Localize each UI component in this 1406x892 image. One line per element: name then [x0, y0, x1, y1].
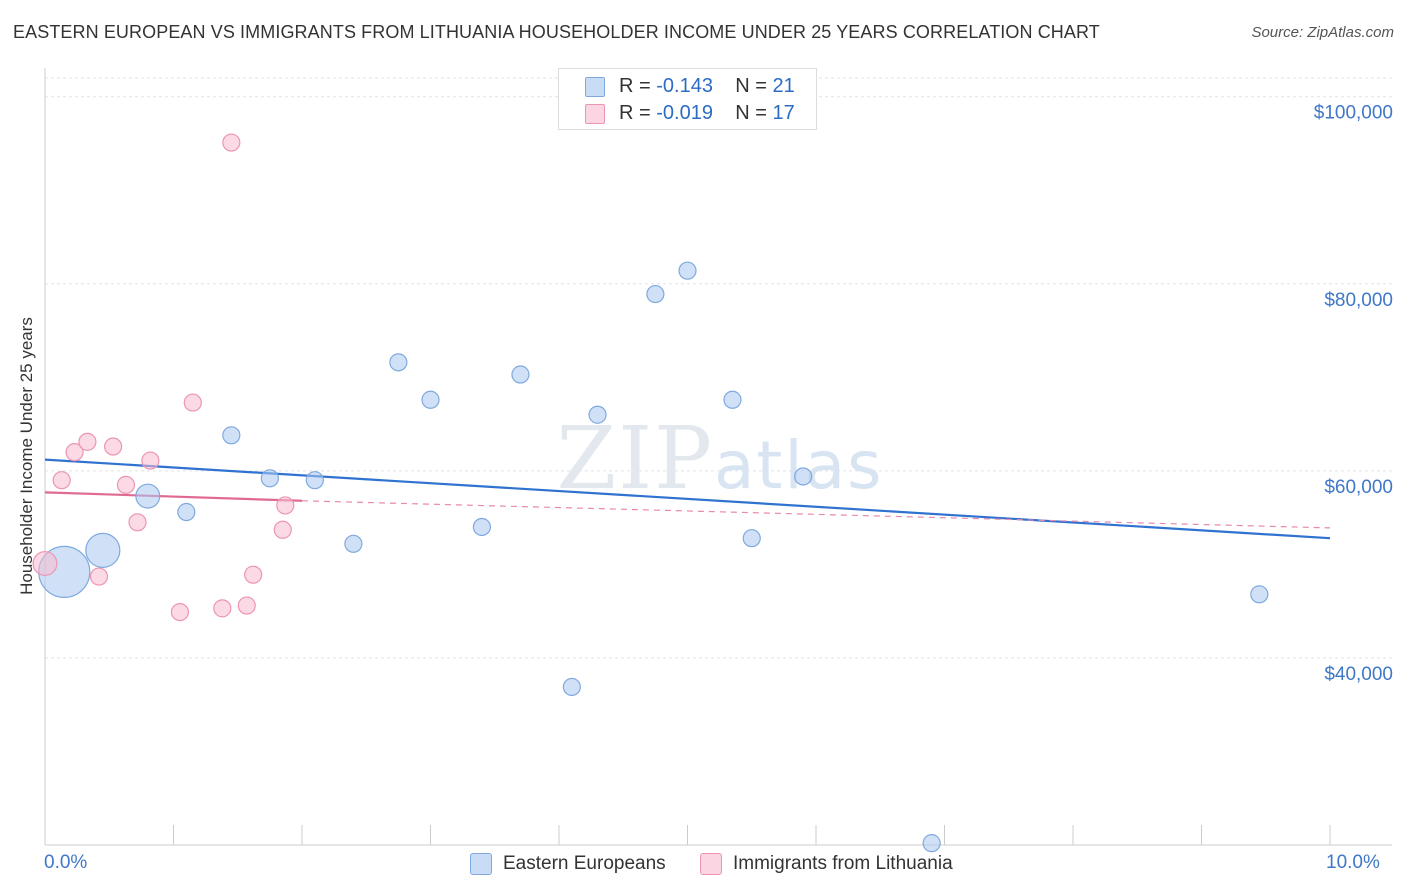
- data-point-series-0[interactable]: [344, 534, 363, 553]
- data-point-series-1[interactable]: [52, 471, 71, 490]
- trend-line-1: [44, 491, 303, 502]
- data-points: [32, 133, 1269, 853]
- data-point-series-0[interactable]: [135, 483, 161, 509]
- data-point-series-0[interactable]: [723, 390, 742, 409]
- source-label: Source: ZipAtlas.com: [1251, 24, 1394, 41]
- data-point-series-0[interactable]: [794, 467, 813, 486]
- data-point-series-1[interactable]: [78, 432, 97, 451]
- data-point-series-0[interactable]: [678, 261, 697, 280]
- data-point-series-0[interactable]: [742, 529, 761, 548]
- legend-label: Eastern Europeans: [503, 853, 666, 874]
- y-tick-label: $80,000: [1324, 290, 1393, 311]
- data-point-series-1[interactable]: [89, 567, 109, 586]
- trend-line-extension-1: [301, 500, 1331, 529]
- legend-swatch-blue: [470, 853, 492, 875]
- y-tick-labels: $40,000 $60,000 $80,000 $100,000: [1314, 103, 1393, 685]
- data-point-series-0[interactable]: [389, 353, 408, 372]
- data-point-series-1[interactable]: [244, 565, 263, 584]
- r-label: R =: [619, 102, 651, 124]
- trend-lines: [44, 458, 1331, 540]
- data-point-series-0[interactable]: [177, 502, 196, 522]
- n-value: 21: [772, 75, 795, 97]
- data-point-series-0[interactable]: [85, 532, 121, 568]
- data-point-series-1[interactable]: [183, 393, 202, 412]
- data-point-series-0[interactable]: [922, 834, 941, 853]
- n-label: N =: [735, 75, 767, 97]
- data-point-series-1[interactable]: [65, 443, 84, 462]
- r-value: -0.143: [656, 75, 713, 97]
- trend-line-0: [44, 458, 1331, 540]
- data-point-series-0[interactable]: [472, 517, 491, 537]
- data-point-series-0[interactable]: [421, 390, 440, 409]
- data-point-series-0[interactable]: [222, 426, 241, 445]
- x-tick-label-max: 10.0%: [1326, 852, 1380, 873]
- axes: [44, 68, 1392, 846]
- x-tick-label-min: 0.0%: [44, 852, 88, 873]
- data-point-series-1[interactable]: [104, 437, 123, 456]
- legend-swatch-pink: [585, 104, 605, 124]
- data-point-series-0[interactable]: [511, 365, 530, 384]
- correlation-legend: R = -0.143 N = 21 R = -0.019 N = 17: [558, 68, 817, 130]
- chart-title: EASTERN EUROPEAN VS IMMIGRANTS FROM LITH…: [13, 22, 1100, 42]
- y-tick-label: $100,000: [1314, 103, 1393, 124]
- data-point-series-1[interactable]: [170, 602, 190, 622]
- data-point-series-1[interactable]: [128, 513, 147, 532]
- data-point-series-1[interactable]: [222, 133, 241, 152]
- data-point-series-1[interactable]: [213, 599, 232, 618]
- data-point-series-0[interactable]: [562, 677, 581, 697]
- data-point-series-0[interactable]: [305, 471, 324, 490]
- data-point-series-1[interactable]: [273, 520, 292, 539]
- data-point-series-1[interactable]: [141, 451, 160, 470]
- data-point-series-0[interactable]: [260, 469, 279, 488]
- r-label: R =: [619, 75, 651, 97]
- legend-swatch-blue: [585, 77, 605, 97]
- y-tick-label: $60,000: [1324, 477, 1393, 498]
- r-value: -0.019: [656, 102, 713, 124]
- n-label: N =: [735, 102, 767, 124]
- n-value: 17: [772, 102, 795, 124]
- data-point-series-0[interactable]: [588, 405, 607, 424]
- data-point-series-0[interactable]: [1250, 585, 1269, 604]
- data-point-series-1[interactable]: [116, 475, 136, 494]
- legend-swatch-pink: [700, 853, 722, 875]
- y-tick-label: $40,000: [1324, 664, 1393, 685]
- series-legend: Eastern Europeans Immigrants from Lithua…: [0, 852, 1406, 878]
- data-point-series-1[interactable]: [32, 550, 58, 576]
- data-point-series-1[interactable]: [237, 596, 256, 615]
- data-point-series-1[interactable]: [276, 496, 295, 515]
- data-point-series-0[interactable]: [646, 284, 665, 304]
- legend-label: Immigrants from Lithuania: [733, 853, 953, 874]
- y-axis-label: Householder Income Under 25 years: [17, 317, 36, 595]
